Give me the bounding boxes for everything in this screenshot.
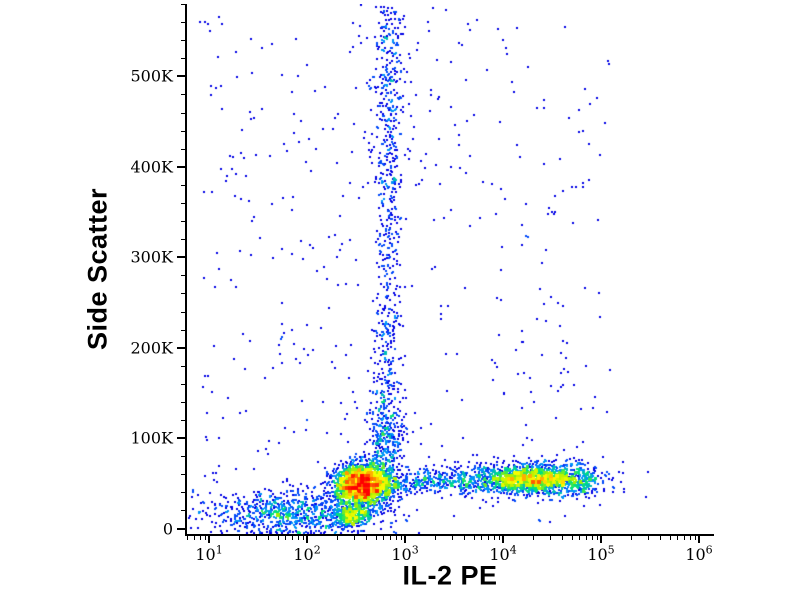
x-tick-label: 105	[587, 543, 615, 564]
y-major-tick	[177, 256, 185, 259]
y-minor-tick	[181, 22, 185, 24]
x-minor-tick	[204, 536, 206, 540]
x-minor-tick	[451, 536, 453, 540]
y-minor-tick	[181, 221, 185, 223]
x-major-tick	[306, 536, 309, 543]
x-minor-tick	[579, 536, 581, 540]
y-minor-tick	[181, 4, 185, 5]
y-minor-tick	[181, 184, 185, 186]
plot-canvas	[187, 4, 714, 534]
x-minor-tick	[400, 536, 402, 540]
y-minor-tick	[181, 275, 185, 277]
y-major-tick	[177, 165, 185, 168]
y-minor-tick	[181, 58, 185, 60]
x-minor-tick	[591, 536, 593, 540]
y-minor-tick	[181, 329, 185, 331]
x-minor-tick	[532, 536, 534, 540]
x-minor-tick	[660, 536, 661, 540]
y-tick-label: 200K	[130, 338, 174, 358]
x-minor-tick	[193, 536, 195, 540]
x-minor-tick	[630, 536, 632, 540]
y-major-tick	[177, 437, 185, 440]
x-minor-tick	[389, 536, 391, 540]
x-minor-tick	[199, 536, 201, 540]
x-minor-tick	[277, 536, 279, 540]
y-minor-tick	[181, 474, 185, 476]
y-minor-tick	[181, 130, 185, 132]
y-minor-tick	[181, 401, 185, 403]
x-minor-tick	[187, 536, 189, 540]
y-minor-tick	[181, 456, 185, 458]
x-minor-tick	[493, 536, 495, 540]
x-tick-label: 101	[195, 543, 223, 564]
x-minor-tick	[434, 536, 436, 540]
x-minor-tick	[689, 536, 691, 540]
y-minor-tick	[181, 148, 185, 150]
x-minor-tick	[375, 536, 377, 540]
x-minor-tick	[353, 536, 355, 540]
x-tick-label: 104	[489, 543, 517, 564]
x-tick-label: 103	[391, 543, 419, 564]
y-major-tick	[177, 75, 185, 78]
y-major-tick	[177, 346, 185, 349]
x-axis-title: IL-2 PE	[402, 560, 498, 591]
x-minor-tick	[285, 536, 287, 540]
y-minor-tick	[181, 383, 185, 385]
y-minor-tick	[181, 202, 185, 204]
x-minor-tick	[268, 536, 270, 540]
y-tick-label: 100K	[130, 428, 174, 448]
y-minor-tick	[181, 420, 185, 422]
x-minor-tick	[596, 536, 598, 540]
x-minor-tick	[255, 536, 257, 540]
y-minor-tick	[181, 365, 185, 367]
x-minor-tick	[571, 536, 573, 540]
x-minor-tick	[238, 536, 240, 540]
x-major-tick	[502, 536, 505, 543]
x-minor-tick	[464, 536, 466, 540]
x-minor-tick	[683, 536, 685, 540]
y-minor-tick	[181, 293, 185, 295]
x-major-tick	[600, 536, 602, 543]
x-major-tick	[404, 536, 407, 543]
y-tick-label: 0	[162, 519, 173, 539]
x-minor-tick	[302, 536, 304, 540]
x-minor-tick	[481, 536, 483, 540]
y-axis-title: Side Scatter	[82, 187, 113, 351]
x-tick-label: 102	[293, 543, 321, 564]
x-minor-tick	[562, 536, 564, 540]
x-minor-tick	[669, 536, 671, 540]
y-minor-tick	[181, 94, 185, 96]
y-tick-label: 300K	[130, 247, 174, 267]
y-minor-tick	[181, 510, 185, 512]
x-minor-tick	[585, 536, 587, 540]
x-minor-tick	[297, 536, 299, 540]
y-minor-tick	[181, 40, 185, 42]
y-minor-tick	[181, 492, 185, 494]
x-minor-tick	[694, 536, 696, 540]
x-minor-tick	[383, 536, 385, 540]
x-tick-label: 106	[685, 543, 713, 564]
x-minor-tick	[487, 536, 489, 540]
x-minor-tick	[677, 536, 679, 540]
y-minor-tick	[181, 239, 185, 241]
y-minor-tick	[181, 311, 185, 313]
x-minor-tick	[291, 536, 293, 540]
x-minor-tick	[395, 536, 397, 540]
x-major-tick	[208, 536, 211, 543]
y-major-tick	[177, 527, 185, 530]
x-major-tick	[698, 536, 700, 543]
x-minor-tick	[549, 536, 551, 540]
x-minor-tick	[498, 536, 500, 540]
x-minor-tick	[336, 536, 338, 540]
y-minor-tick	[181, 112, 185, 114]
plot-area	[185, 4, 714, 536]
x-minor-tick	[366, 536, 368, 540]
y-tick-label: 400K	[130, 157, 174, 177]
x-minor-tick	[473, 536, 475, 540]
y-tick-label: 500K	[130, 66, 174, 86]
x-minor-tick	[647, 536, 649, 540]
